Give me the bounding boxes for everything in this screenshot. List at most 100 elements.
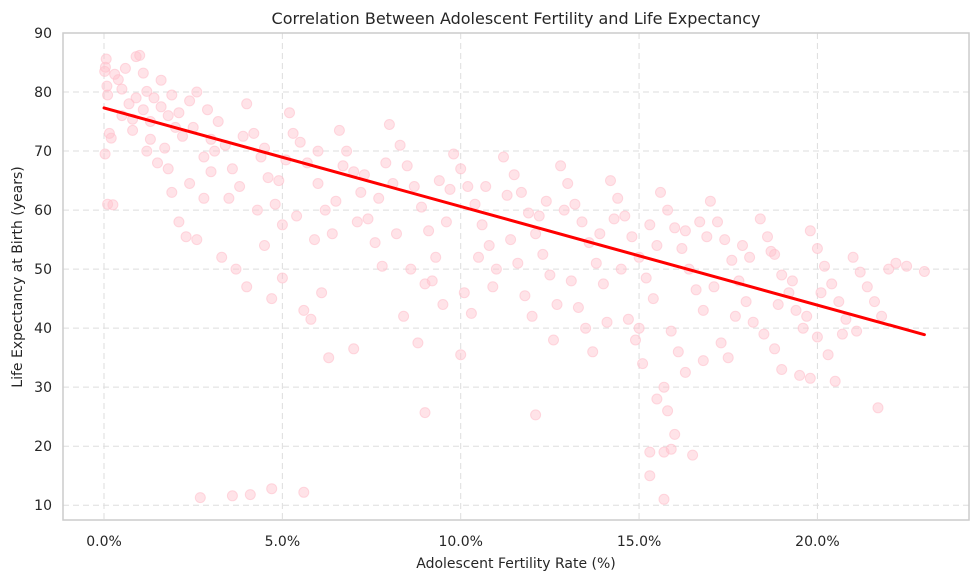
data-point	[266, 293, 278, 305]
data-point	[508, 169, 520, 181]
data-point	[665, 325, 677, 337]
data-point	[533, 210, 545, 222]
data-point	[355, 186, 367, 198]
data-point	[883, 263, 895, 275]
data-point	[658, 446, 670, 458]
data-point	[719, 234, 731, 246]
data-point	[112, 74, 124, 86]
data-point	[309, 234, 320, 246]
data-point	[605, 175, 616, 187]
data-point	[601, 316, 613, 328]
data-point	[619, 210, 631, 222]
data-point	[248, 127, 260, 139]
data-point	[391, 228, 402, 240]
y-axis-ticks: 10 20 30 40 50 60 70 80 90	[34, 26, 52, 514]
data-point	[551, 299, 563, 310]
data-point	[226, 490, 238, 502]
data-point	[901, 260, 913, 272]
data-point	[615, 263, 627, 275]
data-point	[191, 86, 203, 98]
data-point	[540, 195, 552, 207]
data-point	[647, 293, 659, 305]
data-point	[651, 240, 663, 251]
data-point	[100, 53, 112, 65]
data-point	[305, 313, 317, 325]
data-point	[298, 304, 310, 316]
data-point	[177, 130, 188, 142]
data-point	[697, 304, 709, 316]
data-point	[869, 296, 880, 308]
data-point	[173, 216, 185, 228]
trend-line-group	[102, 106, 926, 337]
data-point	[412, 337, 424, 349]
data-point	[419, 407, 431, 419]
data-point	[284, 107, 295, 119]
data-point	[155, 74, 167, 86]
data-point	[676, 243, 688, 254]
data-point	[465, 307, 477, 319]
data-point	[754, 213, 766, 225]
data-point	[626, 231, 638, 243]
data-point	[159, 142, 171, 154]
data-point	[130, 92, 142, 104]
data-point	[458, 287, 470, 299]
data-point	[644, 219, 656, 231]
data-point	[829, 375, 841, 387]
data-point	[811, 331, 823, 343]
data-point	[99, 148, 111, 160]
data-point	[679, 366, 691, 378]
data-point	[351, 216, 363, 228]
plot-frame	[62, 32, 970, 521]
data-point	[401, 160, 413, 172]
data-point	[555, 160, 567, 172]
data-point	[319, 204, 331, 216]
data-point	[715, 337, 727, 349]
data-point	[501, 189, 513, 201]
data-point	[373, 192, 385, 204]
y-tick-label: 80	[34, 85, 52, 101]
data-points	[99, 49, 930, 505]
data-point	[701, 231, 713, 243]
data-point	[166, 89, 178, 101]
x-tick-label: 20.0%	[795, 534, 839, 550]
data-point	[230, 263, 242, 275]
data-point	[747, 316, 759, 328]
data-point	[587, 346, 599, 358]
data-point	[455, 349, 467, 361]
data-point	[223, 192, 235, 204]
data-point	[801, 310, 813, 322]
data-point	[348, 343, 360, 355]
data-point	[341, 145, 353, 157]
data-point	[722, 352, 734, 364]
y-tick-label: 20	[34, 439, 52, 455]
data-point	[672, 346, 684, 358]
data-point	[655, 186, 666, 198]
data-point	[576, 216, 588, 228]
data-point	[890, 257, 902, 269]
data-point	[380, 157, 392, 169]
data-point	[758, 328, 770, 340]
data-point	[851, 325, 863, 337]
data-point	[804, 225, 816, 237]
data-point	[590, 257, 602, 269]
data-point	[644, 470, 656, 482]
data-point	[362, 213, 374, 225]
data-point	[259, 240, 270, 251]
data-point	[512, 257, 524, 269]
y-tick-label: 30	[34, 380, 52, 396]
data-point	[729, 310, 741, 322]
data-point	[262, 172, 274, 184]
data-point	[608, 213, 620, 225]
data-point	[612, 192, 624, 204]
data-point	[708, 281, 720, 293]
data-point	[123, 98, 135, 110]
x-tick-label: 15.0%	[617, 534, 661, 550]
data-point	[861, 281, 873, 293]
data-point	[383, 119, 395, 130]
y-tick-label: 70	[34, 144, 52, 160]
data-point	[298, 486, 310, 498]
data-point	[658, 381, 670, 393]
data-point	[526, 310, 538, 322]
x-tick-label: 10.0%	[438, 534, 482, 550]
